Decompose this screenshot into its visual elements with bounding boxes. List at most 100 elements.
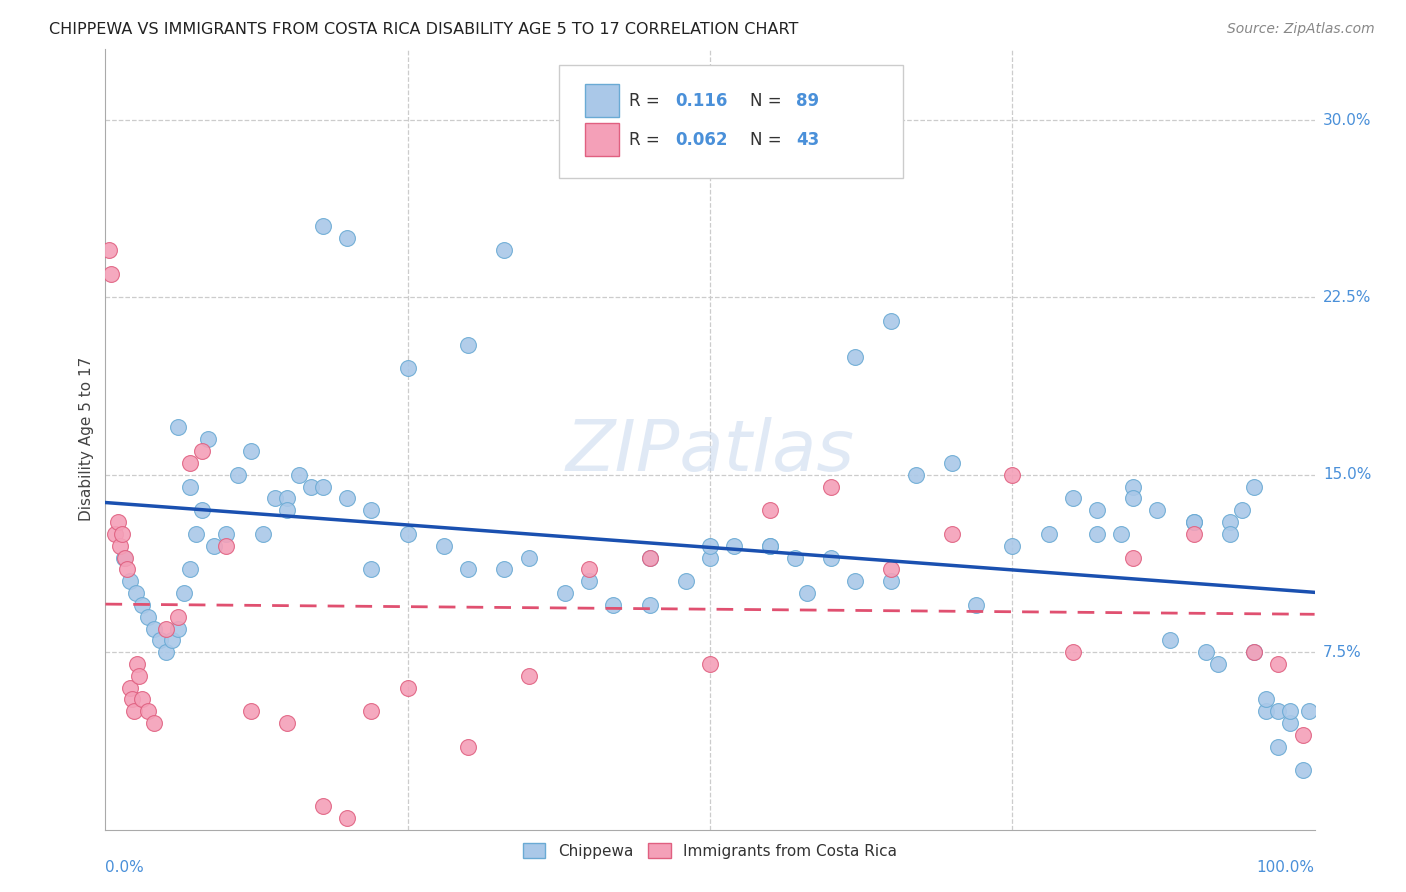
Point	[1001, 539, 1024, 553]
Point	[1122, 550, 1144, 565]
Point	[104, 527, 127, 541]
Point	[1146, 503, 1168, 517]
Point	[276, 491, 298, 506]
Point	[160, 633, 183, 648]
Point	[1279, 704, 1302, 718]
Point	[1243, 645, 1265, 659]
Point	[1182, 527, 1205, 541]
Point	[100, 267, 122, 281]
Point	[1062, 491, 1084, 506]
Point	[457, 337, 479, 351]
Point	[1267, 657, 1289, 671]
Point	[965, 598, 987, 612]
Y-axis label: Disability Age 5 to 17: Disability Age 5 to 17	[79, 357, 94, 522]
Point	[1038, 527, 1060, 541]
Point	[312, 798, 335, 813]
Point	[142, 622, 165, 636]
Point	[675, 574, 697, 589]
Text: N =: N =	[749, 130, 787, 149]
Point	[239, 444, 262, 458]
Point	[186, 527, 208, 541]
Point	[1001, 467, 1024, 482]
Point	[941, 527, 963, 541]
Point	[1243, 480, 1265, 494]
Text: 22.5%: 22.5%	[1323, 290, 1371, 305]
Point	[396, 361, 419, 376]
Point	[336, 491, 359, 506]
Point	[276, 503, 298, 517]
Point	[1062, 645, 1084, 659]
Point	[578, 562, 600, 576]
Point	[1182, 515, 1205, 529]
Point	[1298, 704, 1320, 718]
Text: 43: 43	[796, 130, 820, 149]
Point	[1256, 704, 1278, 718]
Point	[1085, 527, 1108, 541]
Point	[312, 219, 335, 234]
Point	[880, 574, 903, 589]
Point	[179, 480, 201, 494]
FancyBboxPatch shape	[585, 84, 620, 117]
Point	[276, 716, 298, 731]
Point	[578, 574, 600, 589]
Point	[1122, 491, 1144, 506]
Text: 15.0%: 15.0%	[1323, 467, 1371, 483]
Point	[115, 562, 138, 576]
Point	[820, 480, 842, 494]
Point	[1267, 704, 1289, 718]
Point	[98, 243, 121, 257]
Point	[228, 467, 250, 482]
Point	[336, 231, 359, 245]
Point	[149, 633, 172, 648]
Point	[125, 657, 148, 671]
Point	[880, 314, 903, 328]
Point	[112, 550, 135, 565]
Point	[215, 527, 238, 541]
Point	[1291, 728, 1313, 742]
Point	[336, 811, 359, 825]
Point	[299, 480, 322, 494]
Point	[173, 586, 195, 600]
Point	[1219, 515, 1241, 529]
Point	[155, 645, 177, 659]
Point	[699, 657, 721, 671]
Text: 0.0%: 0.0%	[105, 860, 145, 875]
Point	[124, 586, 148, 600]
Point	[759, 539, 782, 553]
Point	[360, 503, 382, 517]
Point	[1243, 645, 1265, 659]
Point	[433, 539, 456, 553]
Point	[1206, 657, 1229, 671]
Point	[239, 704, 262, 718]
Point	[638, 550, 661, 565]
Point	[131, 598, 153, 612]
Text: ZIPatlas: ZIPatlas	[565, 417, 855, 485]
Point	[136, 609, 159, 624]
Legend: Chippewa, Immigrants from Costa Rica: Chippewa, Immigrants from Costa Rica	[516, 837, 904, 865]
Point	[118, 574, 141, 589]
Point	[602, 598, 624, 612]
Point	[494, 562, 516, 576]
Point	[759, 503, 782, 517]
Point	[179, 456, 201, 470]
Point	[638, 550, 661, 565]
Point	[844, 574, 866, 589]
Text: R =: R =	[628, 92, 665, 110]
Point	[844, 350, 866, 364]
Point	[880, 562, 903, 576]
Point	[517, 550, 540, 565]
Point	[723, 539, 745, 553]
Point	[167, 609, 190, 624]
Point	[457, 562, 479, 576]
Point	[118, 681, 141, 695]
Point	[312, 480, 335, 494]
Point	[1256, 692, 1278, 706]
FancyBboxPatch shape	[560, 65, 904, 178]
Point	[114, 550, 136, 565]
Point	[252, 527, 274, 541]
Point	[288, 467, 311, 482]
Point	[699, 550, 721, 565]
FancyBboxPatch shape	[585, 123, 620, 156]
Point	[167, 420, 190, 434]
Point	[360, 704, 382, 718]
